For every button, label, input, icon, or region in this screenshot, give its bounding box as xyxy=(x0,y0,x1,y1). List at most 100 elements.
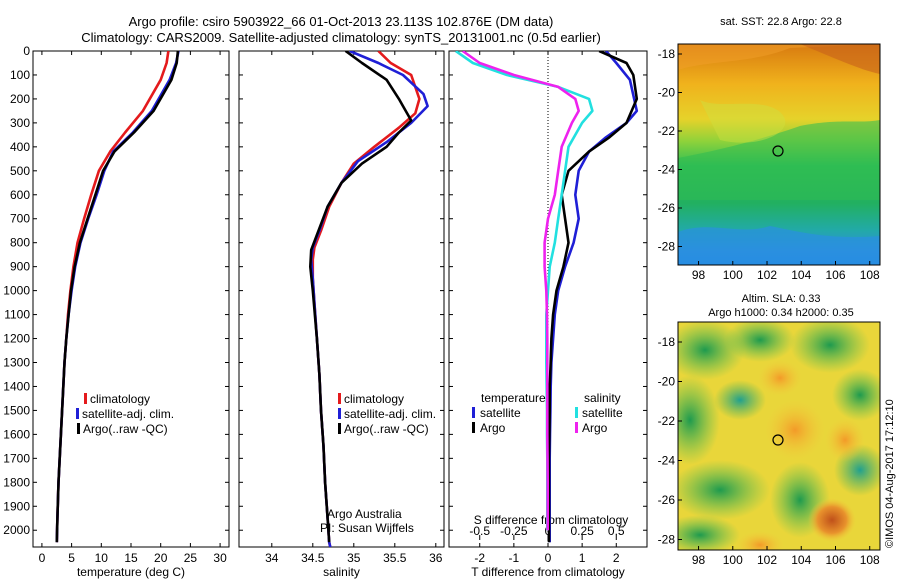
map-x-tick-label: 98 xyxy=(692,553,706,567)
x2-tick-label: -0.25 xyxy=(500,524,528,538)
x-tick-label: 1 xyxy=(579,551,586,565)
legend-temperature-heading: temperature xyxy=(481,391,546,405)
sla-map-axes: 98 100 102 104 106 108 -18 -20 -22 -24 -26 -28 xyxy=(658,335,880,567)
y-tick-label: 900 xyxy=(10,260,30,274)
sla-map-title2: Argo h1000: 0.34 h2000: 0.35 xyxy=(708,307,854,319)
y-tick-label: 2000 xyxy=(3,523,30,537)
map-x-tick-label: 108 xyxy=(860,268,880,282)
sla-map-title1: Altim. SLA: 0.33 xyxy=(742,293,821,305)
legend-argo-label: Argo(..raw -QC) xyxy=(83,422,168,436)
x-tick-label: 20 xyxy=(154,551,168,565)
legend-satellite-label: satellite-adj. clim. xyxy=(344,407,436,421)
legend-salinity-heading: salinity xyxy=(584,391,621,405)
temperature-legend: climatology satellite-adj. clim. Argo(..… xyxy=(76,392,174,436)
x-tick-label: 35.5 xyxy=(383,551,407,565)
map-y-tick-label: -22 xyxy=(658,414,676,428)
series-group xyxy=(308,51,429,547)
x-tick-label: 10 xyxy=(95,551,109,565)
x-tick-label: 0 xyxy=(545,551,552,565)
legend-climatology-swatch xyxy=(84,393,87,404)
x-axis-label: salinity xyxy=(323,565,360,579)
series-group xyxy=(55,51,180,543)
legend-sal-satellite-swatch xyxy=(575,407,578,418)
map-x-tick-label: 100 xyxy=(723,553,743,567)
map-y-tick-label: -18 xyxy=(658,47,676,61)
map-y-tick-label: -26 xyxy=(658,201,676,215)
sst-map-axes: 98 100 102 104 106 108 -18 -20 -22 -24 -26 -28 xyxy=(658,47,880,282)
legend-satellite-label: satellite-adj. clim. xyxy=(82,407,174,421)
map-x-tick-label: 104 xyxy=(791,553,811,567)
y-tick-label: 1100 xyxy=(4,308,30,322)
x-tick-label: 25 xyxy=(184,551,198,565)
argo-location-marker xyxy=(772,434,784,446)
legend-temp-argo-label: Argo xyxy=(480,421,506,435)
map-y-tick-label: -28 xyxy=(658,240,676,254)
argo-location-marker xyxy=(772,145,784,157)
series-line-argo-raw-qc xyxy=(55,51,180,543)
map-y-tick-label: -20 xyxy=(658,375,676,389)
y-tick-label: 1400 xyxy=(3,379,30,393)
map-y-tick-label: -24 xyxy=(658,163,676,177)
map-y-tick-label: -20 xyxy=(658,86,676,100)
series-group xyxy=(455,51,639,543)
map-x-tick-label: 106 xyxy=(825,268,845,282)
x2-tick-label: -0.5 xyxy=(469,524,490,538)
y-tick-label: 1200 xyxy=(3,332,30,346)
y-tick-label: 1000 xyxy=(3,284,30,298)
x2-tick-label: 0.5 xyxy=(608,524,625,538)
map-x-tick-label: 98 xyxy=(692,268,706,282)
salinity-panel: 34 34.5 35 35.5 36 salinity xyxy=(238,50,445,579)
map-y-tick-label: -24 xyxy=(658,454,676,468)
sst-map-frame xyxy=(677,43,881,266)
difference-legend: temperature salinity satellite Argo sate… xyxy=(472,391,623,435)
map-y-tick-label: -18 xyxy=(658,335,676,349)
map-x-tick-label: 102 xyxy=(757,553,777,567)
x-tick-label: 36 xyxy=(429,551,443,565)
y-tick-label: 1500 xyxy=(3,403,30,417)
map-x-tick-label: 100 xyxy=(723,268,743,282)
x-tick-label: 34.5 xyxy=(301,551,325,565)
sla-map-frame xyxy=(677,321,881,551)
temperature-panel: 0100200300400500600700800900100011001200… xyxy=(3,44,230,579)
legend-satellite-swatch xyxy=(76,408,79,419)
y-tick-label: 300 xyxy=(10,116,30,130)
pi-label: PI: Susan Wijffels xyxy=(320,521,414,535)
header-title-line1: Argo profile: csiro 5903922_66 01-Oct-20… xyxy=(129,14,554,29)
legend-temp-argo-swatch xyxy=(472,422,475,433)
y-tick-label: 200 xyxy=(10,92,30,106)
y-tick-label: 0 xyxy=(23,44,30,58)
y-tick-label: 100 xyxy=(10,68,30,82)
map-y-tick-label: -22 xyxy=(658,124,676,138)
y-tick-label: 800 xyxy=(10,236,30,250)
y-tick-label: 1900 xyxy=(3,499,30,513)
map-x-tick-label: 108 xyxy=(860,553,880,567)
legend-climatology-swatch xyxy=(338,393,341,404)
x-axis-label: T difference from climatology xyxy=(471,565,625,579)
plot-area xyxy=(238,50,445,548)
y-tick-label: 400 xyxy=(10,140,30,154)
y-tick-label: 1800 xyxy=(3,475,30,489)
institution-label: Argo Australia xyxy=(327,507,402,521)
legend-argo-label: Argo(..raw -QC) xyxy=(344,422,429,436)
map-x-tick-label: 106 xyxy=(825,553,845,567)
map-x-tick-label: 102 xyxy=(757,268,777,282)
sst-map-title: sat. SST: 22.8 Argo: 22.8 xyxy=(720,16,842,28)
legend-climatology-label: climatology xyxy=(90,392,150,406)
copyright-stamp: ©IMOS 04-Aug-2017 17:12:10 xyxy=(884,399,896,548)
x-tick-label: 0 xyxy=(39,551,46,565)
legend-sal-argo-swatch xyxy=(575,422,578,433)
x-tick-label: 2 xyxy=(613,551,620,565)
x-tick-label: 34 xyxy=(265,551,279,565)
x-axis-label: temperature (deg C) xyxy=(77,565,185,579)
legend-sal-argo-label: Argo xyxy=(582,421,608,435)
x-tick-label: 15 xyxy=(124,551,138,565)
legend-argo-swatch xyxy=(338,423,341,434)
y-tick-label: 1600 xyxy=(3,427,30,441)
x-tick-label: 30 xyxy=(213,551,227,565)
map-x-tick-label: 104 xyxy=(791,268,811,282)
x2-tick-label: 0.25 xyxy=(570,524,594,538)
x-tick-label: -2 xyxy=(474,551,485,565)
y-tick-label: 1300 xyxy=(3,355,30,369)
